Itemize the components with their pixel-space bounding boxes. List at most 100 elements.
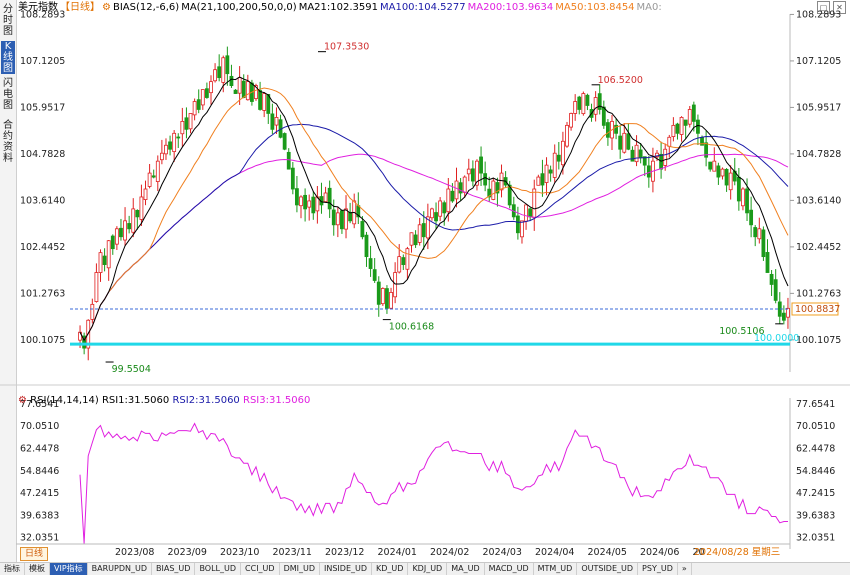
candle-body bbox=[147, 172, 152, 187]
candle-body bbox=[209, 81, 213, 94]
candle-body bbox=[389, 292, 393, 309]
candle-body bbox=[176, 136, 181, 139]
candle-body bbox=[258, 90, 262, 110]
candle-body bbox=[736, 176, 741, 202]
tab-dmi[interactable]: DMI_UD bbox=[280, 563, 320, 575]
rsi-tick-right: 62.4478 bbox=[796, 443, 835, 454]
tab-boll[interactable]: BOLL_UD bbox=[195, 563, 242, 575]
candle-body bbox=[597, 93, 602, 110]
candle-body bbox=[213, 69, 217, 82]
price-tick-left: 102.4452 bbox=[20, 242, 65, 253]
candle-body bbox=[667, 136, 672, 147]
price-tick-left: 105.9517 bbox=[20, 102, 65, 113]
candle-body bbox=[475, 160, 479, 186]
ma50-line bbox=[79, 87, 789, 342]
candle-body bbox=[368, 258, 373, 269]
restore-icon[interactable]: ▢ bbox=[817, 1, 830, 14]
price-tick-left: 101.2763 bbox=[20, 288, 65, 299]
tab-psy[interactable]: PSY_UD bbox=[638, 563, 678, 575]
time-tick-label: 2024/04 bbox=[535, 547, 574, 558]
tab-bias[interactable]: BIAS_UD bbox=[152, 563, 196, 575]
rsi-settings-icon[interactable]: ⚙ bbox=[18, 395, 27, 406]
candle-body bbox=[749, 209, 754, 226]
ma100-line bbox=[79, 123, 789, 342]
tab-more[interactable]: » bbox=[678, 563, 692, 575]
time-tick-label: 2024/06 bbox=[640, 547, 679, 558]
candle-body bbox=[524, 204, 528, 222]
close-icon[interactable]: ✕ bbox=[833, 1, 846, 14]
period-selector[interactable]: 【日线】 bbox=[60, 2, 100, 13]
candle-body bbox=[254, 85, 258, 100]
candle-body bbox=[303, 194, 308, 210]
candle-body bbox=[675, 123, 680, 134]
tab-kline[interactable]: K线图 bbox=[1, 41, 15, 74]
candle-body bbox=[114, 228, 119, 245]
candle-body bbox=[773, 279, 778, 301]
candle-body bbox=[704, 142, 709, 158]
candle-body bbox=[487, 188, 492, 198]
tab-ma[interactable]: MA_UD bbox=[447, 563, 485, 575]
candle-body bbox=[630, 149, 635, 162]
tab-macd[interactable]: MACD_UD bbox=[485, 563, 534, 575]
rsi-tick-left: 32.0351 bbox=[20, 533, 59, 544]
rsi-header: ⚙ RSI(14,14,14) RSI1:31.5060 RSI2:31.506… bbox=[18, 394, 310, 408]
candle-body bbox=[552, 152, 557, 178]
tab-template[interactable]: 模板 bbox=[25, 563, 50, 575]
tab-cci[interactable]: CCI_UD bbox=[241, 563, 280, 575]
tab-flash[interactable]: 闪电图 bbox=[3, 78, 13, 111]
ma-params-label: MA(21,100,200,50,0,0) bbox=[181, 2, 297, 13]
tab-contract-info[interactable]: 合约资料 bbox=[3, 120, 13, 164]
candle-body bbox=[614, 124, 618, 134]
candle-body bbox=[135, 209, 140, 218]
settings-icon[interactable]: ⚙ bbox=[102, 2, 111, 13]
candle-body bbox=[757, 228, 762, 240]
ma21-line bbox=[79, 76, 789, 342]
candle-body bbox=[466, 168, 471, 175]
tab-indicator[interactable]: 指标 bbox=[0, 563, 25, 575]
tab-timeshare[interactable]: 分时图 bbox=[3, 4, 13, 37]
tab-outside[interactable]: OUTSIDE_UD bbox=[577, 563, 639, 575]
candle-body bbox=[127, 223, 132, 230]
rsi-tick-left: 62.4478 bbox=[20, 443, 59, 454]
candle-body bbox=[274, 117, 279, 126]
price-tick-right: 101.2763 bbox=[796, 288, 841, 299]
candle-body bbox=[360, 221, 365, 238]
candle-body bbox=[344, 208, 348, 230]
candle-body bbox=[646, 165, 651, 178]
candle-body bbox=[634, 144, 639, 163]
candle-body bbox=[331, 209, 336, 226]
tab-vip-indicator[interactable]: VIP指标 bbox=[50, 563, 88, 575]
candle-body bbox=[413, 234, 418, 246]
price-tick-left: 104.7828 bbox=[20, 149, 65, 160]
candle-body bbox=[262, 93, 267, 111]
tab-mtm[interactable]: MTM_UD bbox=[534, 563, 578, 575]
rsi3-value: RSI3:31.5060 bbox=[243, 395, 311, 406]
candle-body bbox=[679, 117, 684, 135]
candle-body bbox=[401, 257, 406, 265]
price-tick-right: 107.1205 bbox=[796, 56, 841, 67]
price-tick-left: 100.1075 bbox=[20, 335, 65, 346]
tab-inside[interactable]: INSIDE_UD bbox=[320, 563, 373, 575]
candle-body bbox=[458, 182, 463, 194]
candle-body bbox=[196, 99, 201, 110]
candle-body bbox=[372, 269, 377, 281]
candle-body bbox=[245, 81, 250, 101]
tab-kdj[interactable]: KDJ_UD bbox=[408, 563, 448, 575]
rsi-tick-right: 47.2415 bbox=[796, 488, 835, 499]
candle-body bbox=[532, 188, 537, 218]
candle-body bbox=[601, 106, 606, 126]
tab-barupdn[interactable]: BARUPDN_UD bbox=[88, 563, 153, 575]
candle-body bbox=[164, 144, 168, 155]
period-button-daily[interactable]: 日线 bbox=[20, 547, 49, 561]
candle-body bbox=[520, 220, 524, 238]
annotation-label: 100.5106 bbox=[719, 326, 764, 337]
tab-kd[interactable]: KD_UD bbox=[372, 563, 409, 575]
candle-body bbox=[769, 273, 774, 285]
candle-body bbox=[192, 101, 197, 116]
candle-body bbox=[106, 240, 111, 269]
candle-body bbox=[409, 232, 414, 246]
candle-body bbox=[327, 187, 332, 210]
candle-body bbox=[708, 161, 713, 170]
time-tick-label: 2023/12 bbox=[325, 547, 364, 558]
rsi-tick-left: 47.2415 bbox=[20, 488, 59, 499]
